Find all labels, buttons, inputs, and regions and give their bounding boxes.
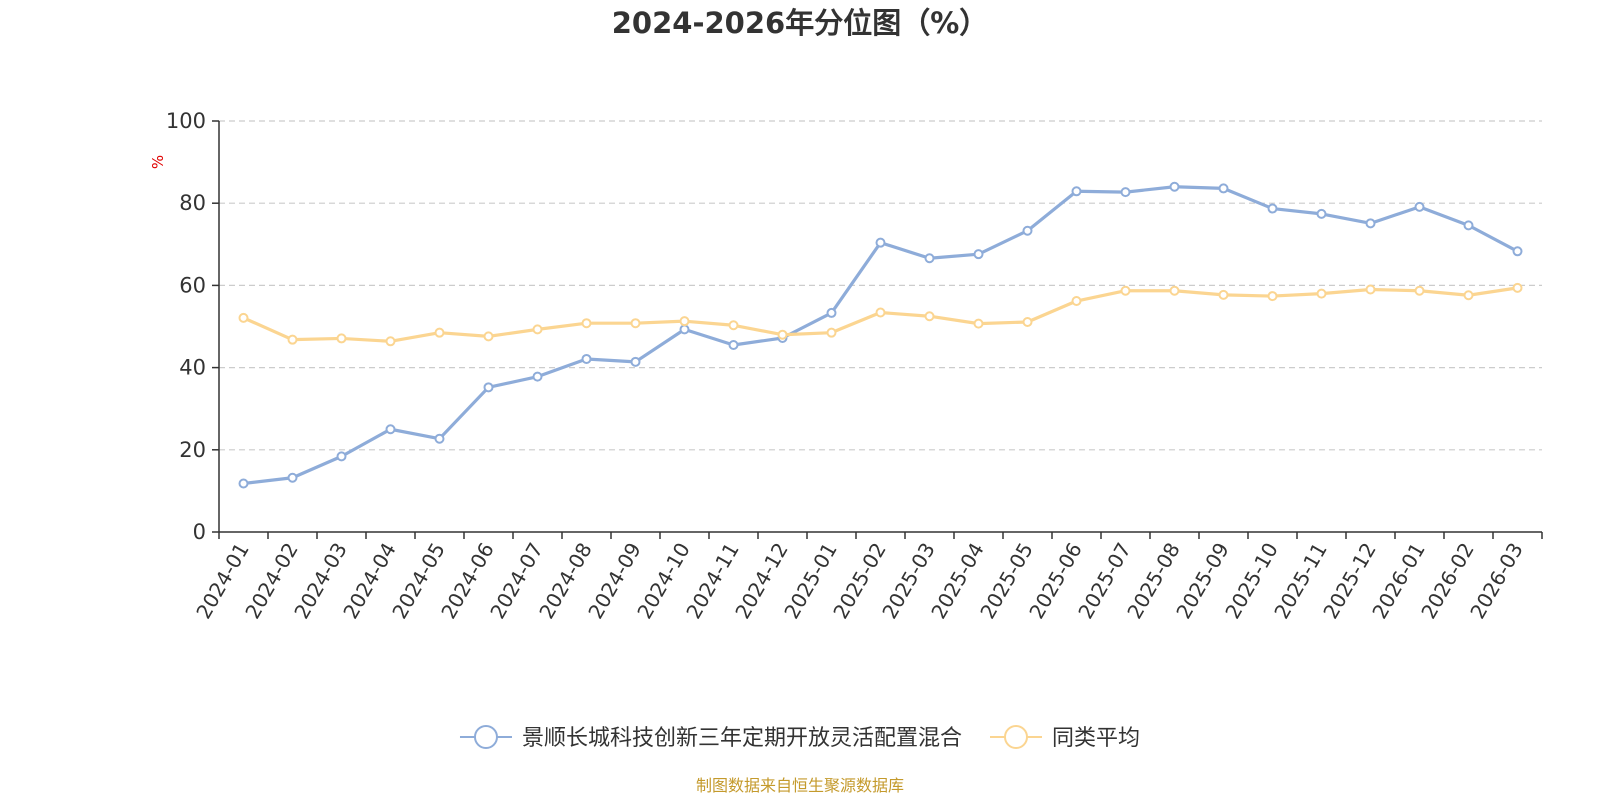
data-point[interactable] <box>1463 220 1474 231</box>
data-point[interactable] <box>826 327 837 338</box>
data-point[interactable] <box>1218 289 1229 300</box>
data-point[interactable] <box>483 382 494 393</box>
data-point[interactable] <box>1365 218 1376 229</box>
data-point[interactable] <box>875 307 886 318</box>
data-point[interactable] <box>1071 186 1082 197</box>
y-axis-unit: % <box>149 155 167 169</box>
series-1 <box>238 282 1523 347</box>
legend-label: 景顺长城科技创新三年定期开放灵活配置混合 <box>522 726 962 751</box>
data-point[interactable] <box>777 329 788 340</box>
data-point[interactable] <box>728 320 739 331</box>
legend-item[interactable]: 景顺长城科技创新三年定期开放灵活配置混合 <box>459 725 962 751</box>
data-point[interactable] <box>1218 183 1229 194</box>
data-point[interactable] <box>973 249 984 260</box>
data-point[interactable] <box>336 333 347 344</box>
data-point[interactable] <box>1365 284 1376 295</box>
axes: 0204060801002024-012024-022024-032024-04… <box>166 109 1543 623</box>
data-point[interactable] <box>385 424 396 435</box>
data-point[interactable] <box>1120 187 1131 198</box>
data-point[interactable] <box>238 312 249 323</box>
series-0 <box>238 181 1523 489</box>
data-point[interactable] <box>1071 296 1082 307</box>
y-tick-label: 100 <box>166 109 206 133</box>
data-point[interactable] <box>1022 225 1033 236</box>
legend-label: 同类平均 <box>1052 726 1140 751</box>
data-point[interactable] <box>287 334 298 345</box>
data-point[interactable] <box>1512 282 1523 293</box>
grid-lines <box>219 120 1542 451</box>
data-point[interactable] <box>385 336 396 347</box>
data-source-note: 制图数据来自恒生聚源数据库 <box>696 776 904 795</box>
y-tick-label: 40 <box>179 356 206 380</box>
series-lines <box>238 181 1523 489</box>
data-point[interactable] <box>287 472 298 483</box>
data-point[interactable] <box>434 433 445 444</box>
data-point[interactable] <box>1414 285 1425 296</box>
data-point[interactable] <box>1169 285 1180 296</box>
data-point[interactable] <box>630 318 641 329</box>
data-point[interactable] <box>336 451 347 462</box>
data-point[interactable] <box>581 318 592 329</box>
data-point[interactable] <box>630 356 641 367</box>
data-point[interactable] <box>1267 203 1278 214</box>
data-point[interactable] <box>238 478 249 489</box>
data-point[interactable] <box>826 307 837 318</box>
y-tick-label: 80 <box>179 191 206 215</box>
data-point[interactable] <box>1316 208 1327 219</box>
data-point[interactable] <box>532 371 543 382</box>
data-point[interactable] <box>924 253 935 264</box>
data-point[interactable] <box>679 316 690 327</box>
data-point[interactable] <box>1120 285 1131 296</box>
data-point[interactable] <box>1169 181 1180 192</box>
legend[interactable]: 景顺长城科技创新三年定期开放灵活配置混合 同类平均 <box>459 725 1140 751</box>
data-point[interactable] <box>1463 290 1474 301</box>
data-point[interactable] <box>581 353 592 364</box>
data-point[interactable] <box>1316 288 1327 299</box>
data-point[interactable] <box>483 331 494 342</box>
y-tick-label: 60 <box>179 273 206 297</box>
legend-marker-icon <box>473 725 498 749</box>
data-point[interactable] <box>973 318 984 329</box>
data-point[interactable] <box>1414 201 1425 212</box>
data-point[interactable] <box>1267 291 1278 302</box>
chart-title: 2024-2026年分位图（%） <box>612 6 989 40</box>
data-point[interactable] <box>728 339 739 350</box>
data-point[interactable] <box>532 324 543 335</box>
legend-item[interactable]: 同类平均 <box>990 725 1140 751</box>
data-point[interactable] <box>1512 246 1523 257</box>
y-tick-label: 20 <box>179 438 206 462</box>
data-point[interactable] <box>434 327 445 338</box>
y-tick-label: 0 <box>193 520 206 544</box>
data-point[interactable] <box>679 324 690 335</box>
legend-marker-icon <box>1004 725 1028 749</box>
data-point[interactable] <box>924 311 935 322</box>
data-point[interactable] <box>1022 316 1033 327</box>
data-point[interactable] <box>875 237 886 248</box>
